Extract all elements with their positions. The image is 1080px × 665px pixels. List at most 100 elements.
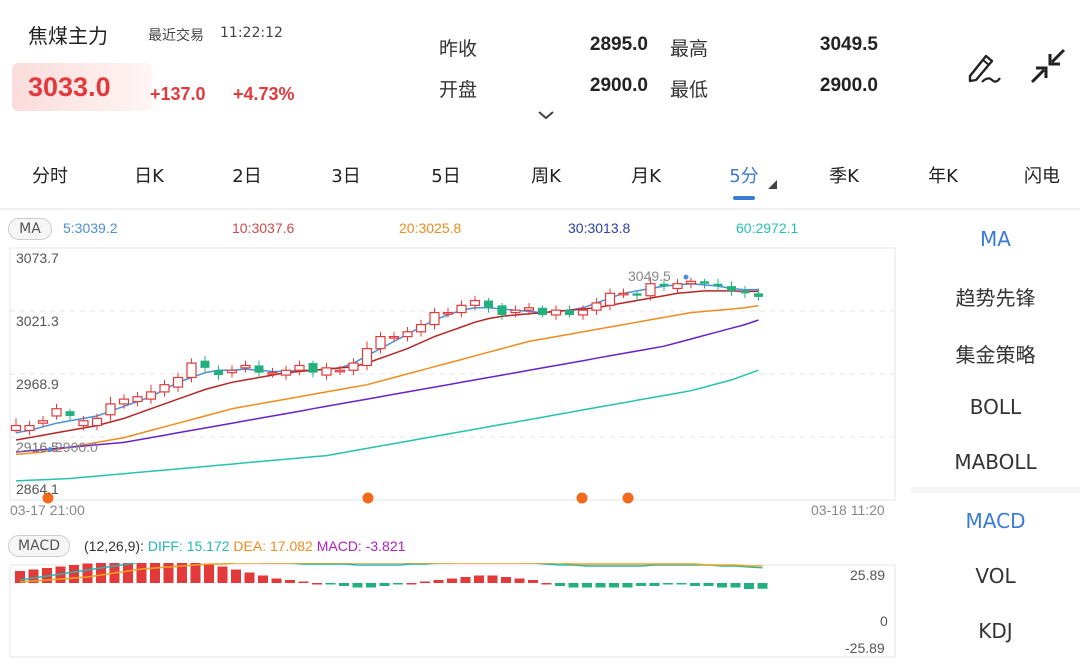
event-dot[interactable] (362, 492, 374, 504)
candle (618, 288, 629, 299)
event-dot[interactable] (42, 492, 54, 504)
tab-lightning[interactable]: 闪电 (1024, 166, 1060, 187)
indicator-ma[interactable]: MA (980, 227, 1011, 251)
candle (591, 298, 602, 315)
tab-5day[interactable]: 5日 (431, 166, 461, 187)
macd-bar (609, 583, 619, 588)
candle (10, 418, 22, 433)
indicator-sidebar: MA 趋势先锋 集金策略 BOLL MABOLL MACD VOL KDJ (911, 210, 1080, 665)
dropdown-corner-icon[interactable] (768, 180, 777, 189)
tab-monthly[interactable]: 月K (631, 166, 661, 187)
tabs-divider (0, 208, 1080, 210)
macd-bar (55, 566, 66, 583)
macd-indicator-tag[interactable]: MACD (8, 535, 70, 557)
macd-bar (217, 566, 228, 583)
macd-bar (595, 583, 606, 588)
candle (132, 391, 143, 407)
price-highlight (12, 63, 152, 111)
candle (159, 379, 170, 397)
candle (713, 278, 723, 291)
candle (78, 415, 89, 431)
macd-bar (555, 583, 565, 586)
period-tabs: 分时 日K 2日 3日 5日 周K 月K 5分 季K 年K 闪电 (0, 150, 1080, 200)
macd-bar (514, 578, 525, 583)
stat-value-low: 2900.0 (819, 75, 878, 96)
chevron-down-icon[interactable] (537, 108, 555, 124)
ma30-value: 30:3013.8 (568, 220, 631, 236)
indicator-boll[interactable]: BOLL (969, 395, 1022, 419)
ma-indicator-tag[interactable]: MA (8, 218, 52, 240)
macd-bar (622, 583, 633, 588)
candle (172, 372, 184, 392)
price-axis-label: 2916.5 (16, 439, 59, 455)
stat-value-high: 3049.5 (819, 34, 878, 55)
active-tab-underline (733, 196, 755, 200)
tab-5min[interactable]: 5分 (729, 166, 759, 187)
candle (254, 360, 264, 378)
current-price: 3033.0 (28, 72, 111, 102)
macd-bar (663, 583, 673, 585)
price-axis-label: 2864.1 (16, 481, 59, 497)
tab-intraday[interactable]: 分时 (32, 166, 68, 187)
macd-bar (703, 583, 714, 586)
tab-3day[interactable]: 3日 (331, 166, 361, 187)
ma20-line (15, 304, 759, 456)
candle (186, 358, 197, 383)
tab-2day[interactable]: 2日 (232, 166, 262, 187)
candle (700, 278, 709, 289)
candle (361, 341, 373, 371)
macd-bar (204, 563, 214, 583)
indicator-maboll[interactable]: MABOLL (954, 450, 1037, 474)
stat-label-low: 最低 (670, 79, 709, 101)
macd-bar (123, 563, 133, 583)
macd-bar (636, 583, 646, 586)
macd-bar (649, 583, 660, 586)
macd-axis-bottom: -25.89 (845, 640, 885, 656)
macd-bar (433, 580, 444, 583)
candle (727, 281, 736, 296)
tab-quarterly[interactable]: 季K (829, 166, 859, 187)
kline-chart[interactable] (0, 240, 905, 525)
candle (308, 360, 318, 378)
macd-bar (190, 563, 201, 583)
ma30-line (15, 319, 759, 453)
macd-bar (730, 583, 741, 588)
diff-line (19, 563, 763, 581)
candle (497, 302, 507, 320)
indicator-vol[interactable]: VOL (975, 564, 1016, 588)
tab-weekly[interactable]: 周K (531, 166, 561, 187)
macd-bar (379, 583, 390, 586)
macd-bar (393, 583, 403, 585)
macd-bar (541, 583, 552, 585)
indicator-macd[interactable]: MACD (965, 509, 1026, 533)
pen-draw-icon[interactable] (960, 44, 1004, 88)
event-dot[interactable] (622, 492, 634, 504)
candle (632, 290, 642, 301)
macd-bar (460, 577, 471, 583)
macd-bar (420, 581, 430, 583)
tab-daily[interactable]: 日K (134, 166, 164, 187)
dea-line (19, 563, 763, 583)
indicator-trend-pioneer[interactable]: 趋势先锋 (955, 286, 1036, 310)
stat-label-high: 最高 (670, 38, 709, 60)
indicator-capital-strategy[interactable]: 集金策略 (955, 343, 1036, 367)
macd-bar (177, 563, 187, 583)
ma5-value: 5:3039.2 (63, 220, 118, 236)
macd-chart[interactable] (0, 563, 905, 663)
candle (145, 384, 157, 404)
event-dot[interactable] (576, 492, 588, 504)
extreme-marker (47, 447, 53, 453)
macd-bar (285, 580, 295, 583)
indicator-kdj[interactable]: KDJ (978, 619, 1013, 643)
sub-indicator-list: MACD VOL KDJ (911, 493, 1080, 665)
candle (550, 305, 562, 320)
macd-bar (150, 563, 160, 583)
collapse-arrows-icon[interactable] (1026, 44, 1070, 88)
candle (105, 396, 116, 421)
tab-yearly[interactable]: 年K (928, 166, 958, 187)
macd-bar (28, 569, 39, 583)
macd-bar (163, 563, 174, 583)
candle (523, 302, 535, 315)
macd-bar (406, 583, 417, 585)
price-axis-label: 3073.7 (16, 250, 59, 266)
